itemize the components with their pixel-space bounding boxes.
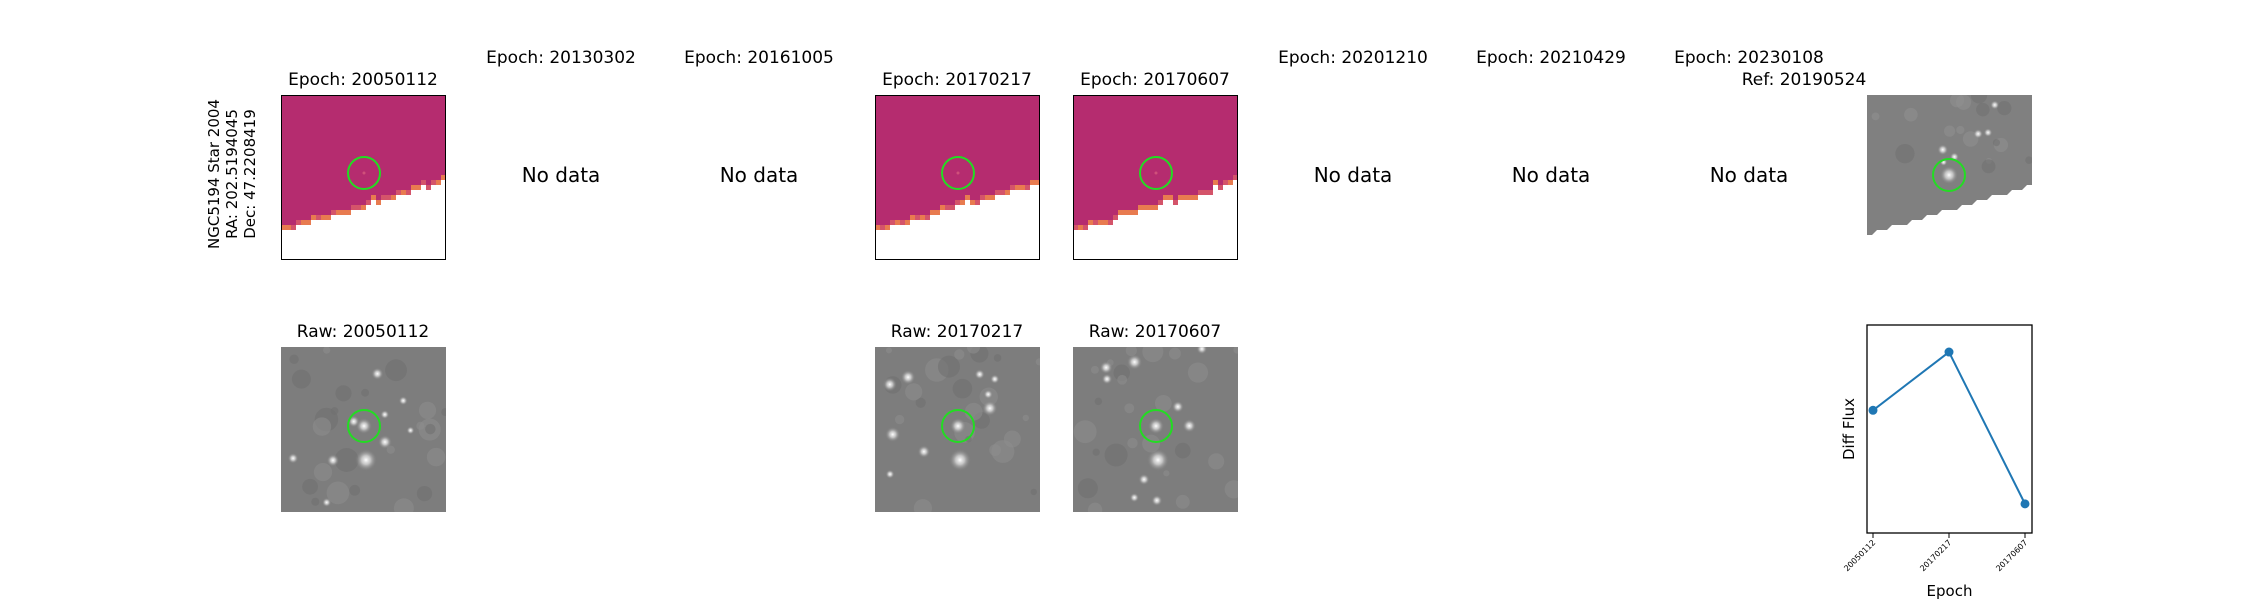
- chart-frame: [1866, 324, 2033, 534]
- no-data-label: No data: [521, 163, 601, 187]
- difference-image: [1073, 95, 1238, 260]
- data-point: [1868, 405, 1878, 415]
- epoch-title: Epoch: 20170217: [882, 70, 1032, 90]
- epoch-title: Epoch: 20161005: [684, 48, 834, 68]
- lightcurve-chart: 20050112 20170217 20170607 Epoch Diff Flux: [1840, 324, 2033, 600]
- data-point: [1944, 347, 1954, 357]
- epoch-title: Epoch: 20170607: [1080, 70, 1230, 90]
- difference-image: [875, 95, 1040, 260]
- x-axis-label: Epoch: [1927, 582, 1973, 600]
- x-tick-label: 20170217: [1918, 538, 1953, 573]
- raw-title: Raw: 20170217: [890, 322, 1024, 342]
- difference-image: [281, 95, 446, 260]
- raw-image: [875, 347, 1040, 512]
- x-tick-label: 20050112: [1842, 538, 1877, 573]
- raw-image: [1073, 347, 1238, 512]
- no-data-label: No data: [1313, 163, 1393, 187]
- epoch-title: Epoch: 20201210: [1278, 48, 1428, 68]
- epoch-title: Epoch: 20230108: [1674, 48, 1824, 68]
- epoch-title: Epoch: 20050112: [288, 70, 438, 90]
- epoch-title: Epoch: 20210429: [1476, 48, 1626, 68]
- reference-title: Ref: 20190524: [1741, 70, 1867, 90]
- y-axis-label: Diff Flux: [1840, 398, 1858, 460]
- x-tick-label: 20170607: [1994, 538, 2029, 573]
- raw-title: Raw: 20050112: [296, 322, 430, 342]
- no-data-label: No data: [719, 163, 799, 187]
- star-ra: RA: 202.5194045: [223, 109, 241, 239]
- star-name: NGC5194 Star 2004: [205, 99, 223, 249]
- reference-image: [1867, 95, 2032, 260]
- no-data-label: No data: [1511, 163, 1591, 187]
- no-data-label: No data: [1709, 163, 1789, 187]
- data-point: [2020, 499, 2030, 509]
- raw-image: [281, 347, 446, 512]
- raw-title: Raw: 20170607: [1088, 322, 1222, 342]
- epoch-title: Epoch: 20130302: [486, 48, 636, 68]
- star-dec: Dec: 47.2208419: [241, 109, 259, 239]
